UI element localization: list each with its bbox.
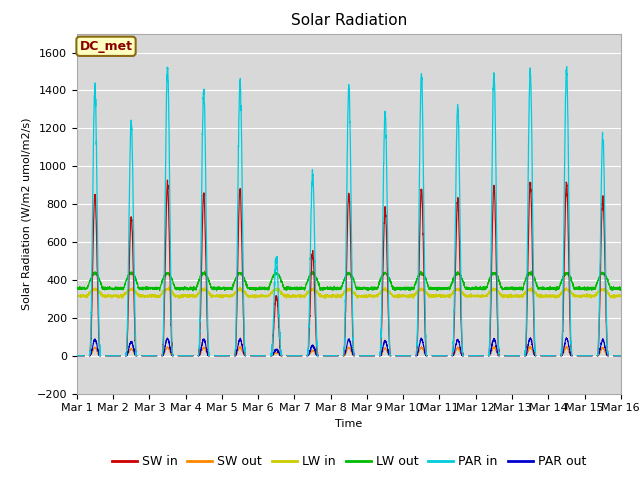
Text: DC_met: DC_met <box>79 40 132 53</box>
Title: Solar Radiation: Solar Radiation <box>291 13 407 28</box>
Legend: SW in, SW out, LW in, LW out, PAR in, PAR out: SW in, SW out, LW in, LW out, PAR in, PA… <box>106 450 591 473</box>
Y-axis label: Solar Radiation (W/m2 umol/m2/s): Solar Radiation (W/m2 umol/m2/s) <box>21 117 31 310</box>
X-axis label: Time: Time <box>335 419 362 429</box>
